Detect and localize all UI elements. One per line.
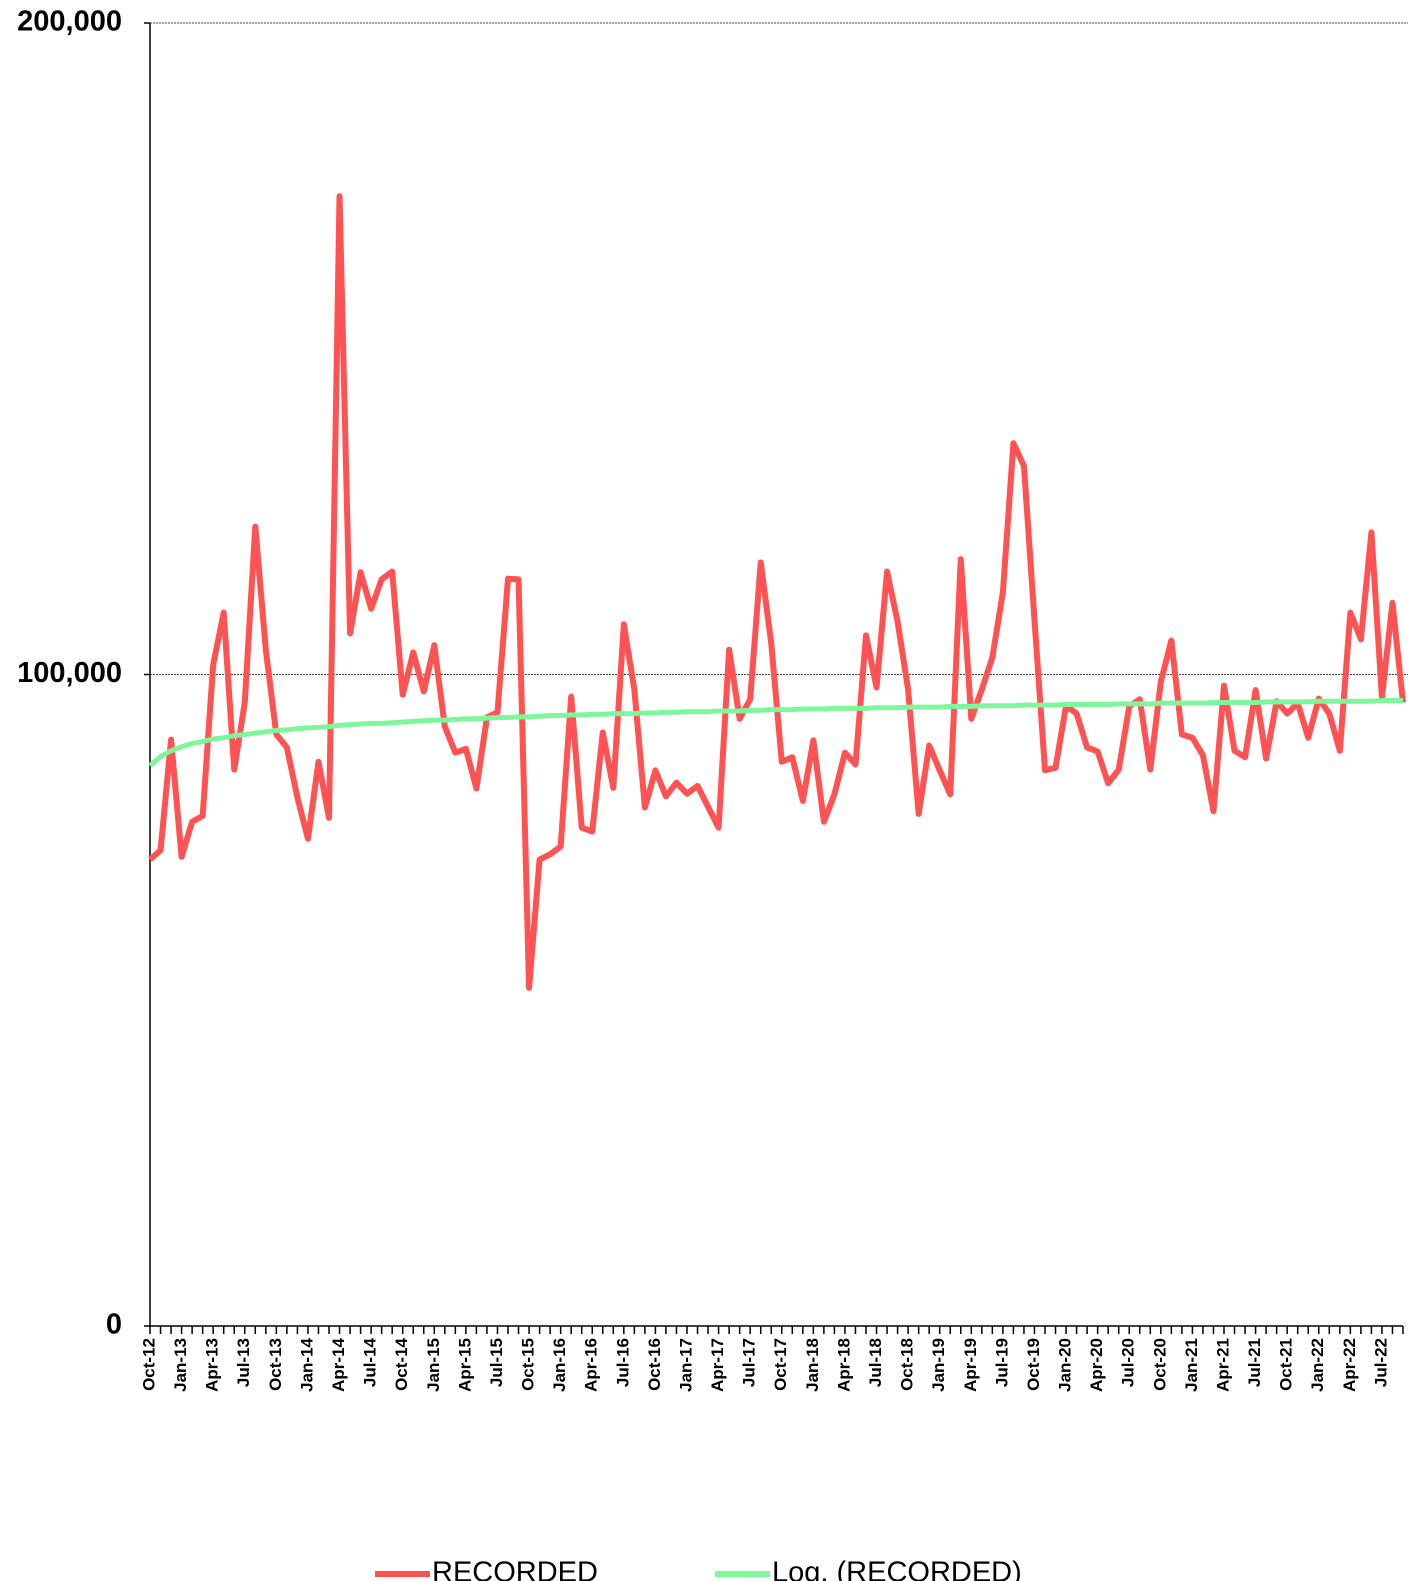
x-tick-label: Jan-14 [297, 1337, 316, 1391]
x-tick-label: Jan-21 [1182, 1338, 1201, 1392]
x-tick-label: Jul-20 [1119, 1338, 1138, 1387]
x-tick-label: Jul-17 [740, 1338, 759, 1387]
x-tick-label: Jan-13 [171, 1338, 190, 1392]
x-tick-label: Apr-22 [1340, 1338, 1359, 1392]
x-tick-label: Apr-19 [961, 1338, 980, 1392]
x-tick-label: Oct-18 [898, 1338, 917, 1391]
x-tick-label: Oct-17 [771, 1338, 790, 1391]
x-tick-label: Oct-20 [1150, 1338, 1169, 1391]
legend-label: RECORDED [432, 1557, 598, 1581]
x-tick-label: Jul-16 [613, 1338, 632, 1387]
x-tick-label: Oct-15 [519, 1338, 538, 1391]
x-tick-label: Jan-19 [929, 1338, 948, 1392]
legend-label: Log. (RECORDED) [772, 1557, 1022, 1581]
x-tick-label: Jul-15 [487, 1338, 506, 1387]
trend-line [148, 698, 1403, 768]
x-tick-label: Oct-12 [139, 1338, 158, 1391]
x-tick-label: Apr-14 [329, 1337, 348, 1391]
data-line [148, 193, 1406, 991]
x-tick-label: Jan-15 [424, 1338, 443, 1392]
x-tick-label: Jul-13 [234, 1338, 253, 1387]
x-tick-label: Oct-13 [266, 1338, 285, 1391]
y-tick-label: 100,000 [17, 657, 122, 689]
x-tick-label: Apr-20 [1087, 1338, 1106, 1392]
x-tick-label: Apr-18 [834, 1338, 853, 1392]
x-tick-label: Jul-19 [992, 1338, 1011, 1387]
y-tick-label: 200,000 [17, 6, 122, 38]
x-tick-label: Apr-16 [582, 1338, 601, 1392]
x-tick-label: Oct-21 [1277, 1338, 1296, 1391]
x-tick-label: Jul-18 [866, 1338, 885, 1387]
x-tick-label: Jan-22 [1308, 1338, 1327, 1392]
x-tick-label: Jan-18 [803, 1338, 822, 1392]
y-tick-label: 0 [106, 1309, 122, 1341]
x-tick-label: Oct-16 [645, 1338, 664, 1391]
x-tick-label: Oct-19 [1024, 1338, 1043, 1391]
x-tick-label: Apr-17 [708, 1338, 727, 1392]
x-tick-label: Oct-14 [392, 1337, 411, 1390]
x-tick-label: Apr-13 [203, 1338, 222, 1392]
x-tick-label: Jan-20 [1056, 1338, 1075, 1392]
x-tick-label: Jul-22 [1371, 1338, 1390, 1387]
x-tick-label: Jan-16 [550, 1338, 569, 1392]
x-tick-label: Apr-15 [455, 1338, 474, 1392]
x-tick-label: Jul-14 [361, 1337, 380, 1387]
x-tick-label: Jan-17 [676, 1338, 695, 1392]
x-tick-label: Apr-21 [1213, 1338, 1232, 1392]
x-tick-label: Jul-21 [1245, 1338, 1264, 1387]
